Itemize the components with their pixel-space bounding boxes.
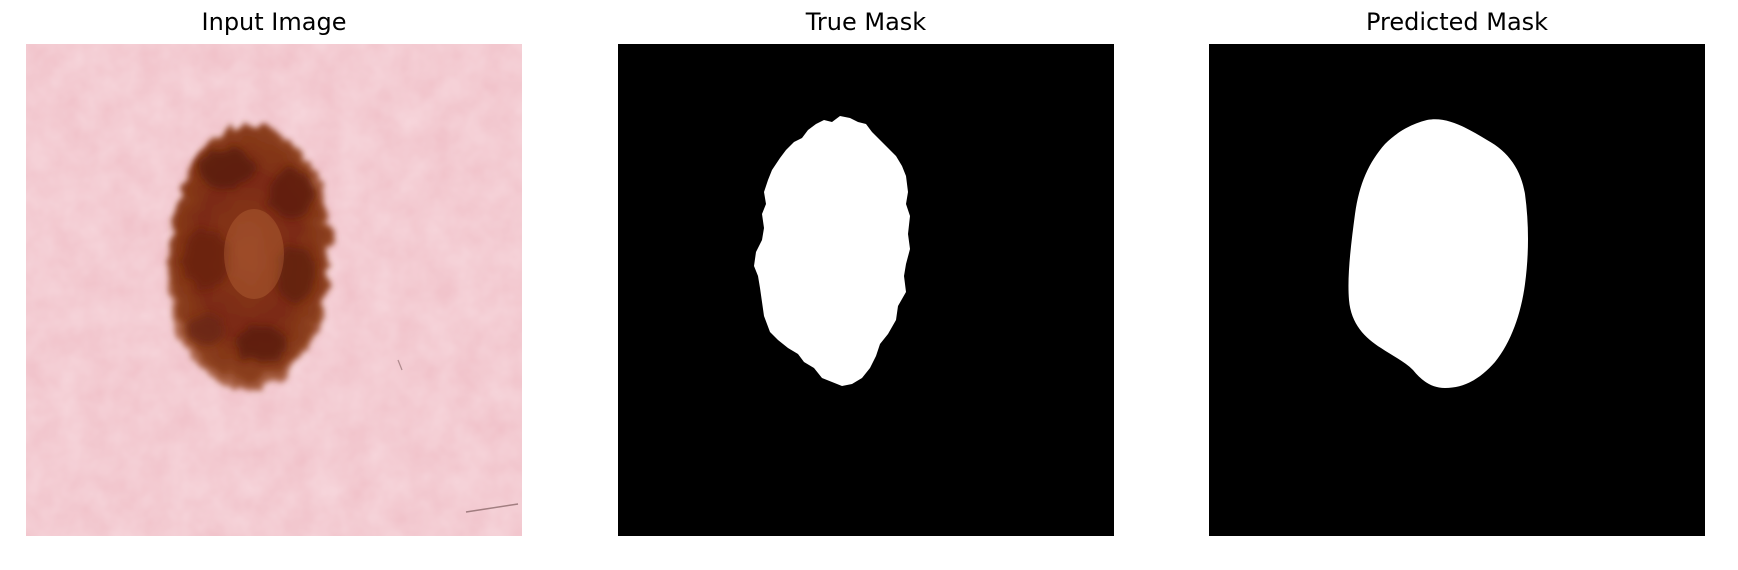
lesion-light-center: [224, 209, 284, 299]
true-mask-image: [618, 44, 1114, 536]
predicted-mask-image: [1209, 44, 1705, 536]
hair-strand-2: [397, 359, 403, 371]
input-image: [26, 44, 522, 536]
true-mask-title: True Mask: [805, 8, 927, 36]
true-mask-region: [754, 116, 910, 386]
hair-strand: [465, 503, 519, 513]
predicted-mask-region: [1348, 119, 1528, 388]
lesion-dark-spots: [182, 149, 316, 362]
input-image-title: Input Image: [201, 8, 347, 36]
predicted-mask-title: Predicted Mask: [1365, 8, 1549, 36]
